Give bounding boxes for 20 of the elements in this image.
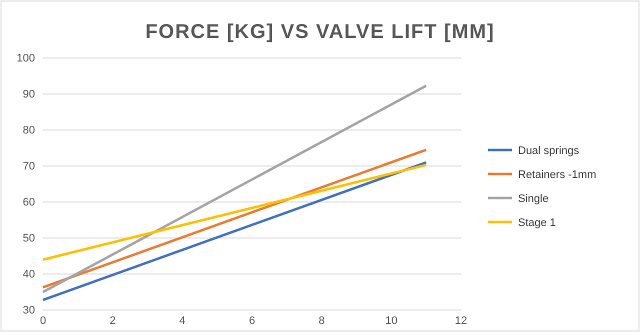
x-tick-label: 2 [110, 314, 116, 327]
chart-title: FORCE [KG] VS VALVE LIFT [MM] [145, 21, 495, 43]
y-tick-label: 90 [22, 88, 35, 101]
x-tick-label: 4 [179, 314, 186, 327]
legend-label: Stage 1 [518, 217, 556, 229]
legend-label: Dual springs [518, 145, 580, 157]
x-tick-label: 6 [248, 314, 256, 327]
y-tick-label: 40 [22, 268, 35, 281]
y-tick-label: 70 [22, 160, 35, 173]
y-tick-label: 80 [22, 124, 35, 137]
x-tick-label: 0 [40, 314, 46, 327]
y-tick-label: 60 [22, 196, 35, 209]
y-tick-label: 100 [16, 52, 35, 65]
legend-label: Retainers -1mm [518, 169, 596, 181]
x-tick-label: 10 [385, 314, 398, 327]
legend-label: Single [518, 193, 549, 205]
x-tick-label: 8 [318, 314, 325, 327]
y-tick-label: 50 [22, 232, 35, 245]
x-tick-label: 12 [454, 314, 468, 327]
y-tick-label: 30 [22, 304, 35, 317]
